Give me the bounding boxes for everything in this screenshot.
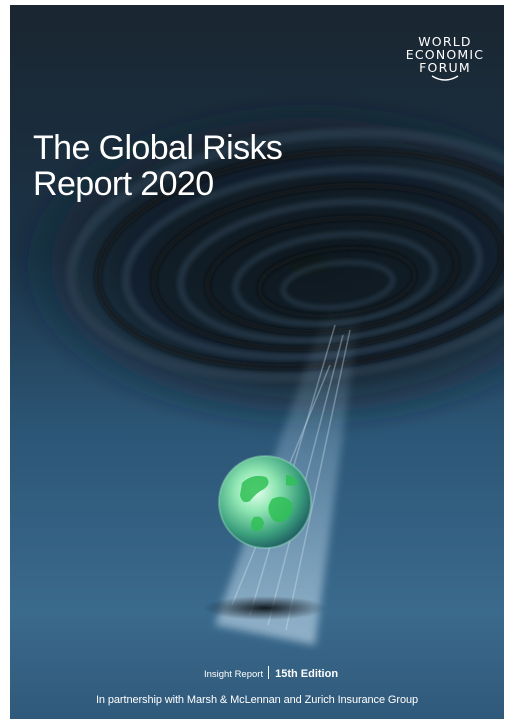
report-cover: WORLD ECONOMIC FORUM The Global Risks Re…: [10, 5, 504, 719]
logo-line-1: WORLD: [418, 34, 472, 49]
divider: [268, 666, 270, 679]
logo-line-2: ECONOMIC: [405, 47, 485, 62]
report-title: The Global Risks Report 2020: [33, 129, 283, 203]
cover-artwork: [10, 5, 504, 719]
partnership-line: In partnership with Marsh & McLennan and…: [95, 694, 419, 706]
title-line-1: The Global Risks: [33, 129, 283, 167]
logo-line-3: FORUM: [419, 60, 471, 75]
edition-label: 15th Edition: [275, 668, 339, 680]
series-label: Insight Report: [203, 669, 264, 680]
logo-arc-icon: [431, 75, 459, 81]
report-edition-line: Insight Report 15th Edition: [10, 666, 504, 682]
wef-logo: WORLD ECONOMIC FORUM: [402, 35, 488, 82]
title-line-2: Report 2020: [33, 165, 214, 203]
